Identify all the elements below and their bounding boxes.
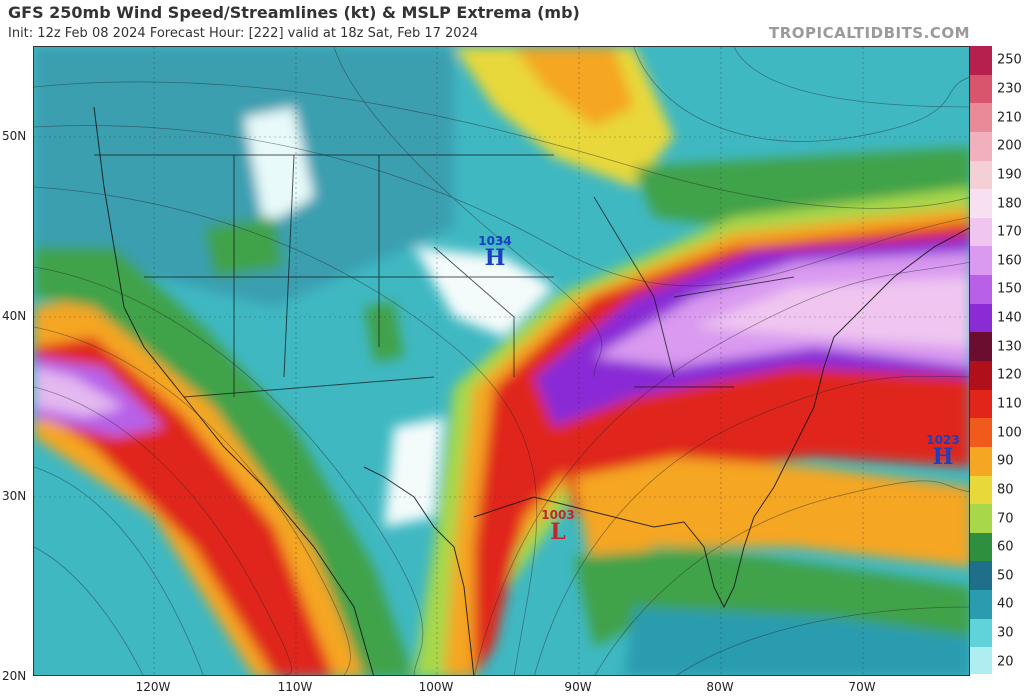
high-pressure-marker: 1023 H [926,434,959,468]
colorbar-swatch [970,647,992,677]
low-symbol: L [550,519,566,545]
colorbar-label: 180 [997,196,1022,211]
lat-label: 30N [2,489,27,503]
colorbar-label: 100 [997,425,1022,441]
colorbar-label: 250 [997,52,1022,68]
colorbar-swatch [970,475,992,505]
colorbar-swatch [970,332,992,362]
lat-label: 50N [2,129,27,143]
wind-map-canvas [34,47,969,675]
colorbar-label: 50 [997,568,1014,584]
colorbar-swatch [970,618,992,648]
lon-label: 90W [564,680,592,694]
high-symbol: H [932,444,954,470]
colorbar-swatch [970,504,992,534]
low-pressure-marker: 1003 L [541,509,574,543]
colorbar-swatch [970,446,992,477]
colorbar-swatch [970,189,992,219]
colorbar-label: 20 [997,654,1014,670]
colorbar-label: 90 [997,453,1014,469]
colorbar-label: 190 [997,167,1022,183]
brand-watermark[interactable]: TROPICALTIDBITS.COM [769,24,970,42]
colorbar-swatch [970,532,992,562]
colorbar-swatch [970,361,992,391]
colorbar-label: 130 [997,339,1022,355]
map-title: GFS 250mb Wind Speed/Streamlines (kt) & … [8,3,580,22]
wind-speed-colorbar: 250 230 210 200 190 180 170 160 150 140 130 120 110 1… [970,46,1024,677]
colorbar-label: 230 [997,81,1022,97]
colorbar-swatch [970,103,992,133]
graticule [34,47,969,675]
colorbar-label: 70 [997,511,1014,526]
high-pressure-marker: 1034 H [478,235,511,269]
colorbar-label: 140 [997,310,1022,326]
lat-label: 40N [2,309,27,323]
colorbar-label: 200 [997,138,1022,154]
colorbar-swatch [970,246,992,276]
colorbar-label: 60 [997,539,1014,555]
colorbar-swatch [970,131,992,162]
colorbar-label: 150 [997,281,1022,297]
colorbar-swatch [970,160,992,190]
colorbar-label: 170 [997,224,1022,240]
colorbar-label: 30 [997,625,1014,641]
colorbar-swatch [970,74,992,104]
map-subtitle: Init: 12z Feb 08 2024 Forecast Hour: [22… [8,26,479,41]
colorbar-label: 210 [997,110,1022,126]
colorbar-swatch [970,275,992,305]
lon-label: 120W [135,680,171,694]
colorbar-label: 40 [997,596,1014,612]
pressure-value: 1023 [926,433,960,447]
colorbar-swatch [970,418,992,448]
colorbar-swatch [970,561,992,591]
high-symbol: H [484,245,506,271]
lon-label: 110W [277,680,313,694]
streamlines [34,47,969,675]
header: GFS 250mb Wind Speed/Streamlines (kt) & … [0,0,1024,46]
pressure-value: 1003 [541,508,575,522]
wind-map: 1034 H 1023 H 1003 L [33,46,970,676]
wind-speed-shading [34,47,969,675]
colorbar-swatch [970,217,992,247]
colorbar-label: 110 [997,396,1022,412]
lon-label: 80W [706,680,734,694]
pressure-value: 1034 [478,234,512,248]
colorbar-label: 80 [997,482,1014,498]
colorbar-swatch [970,389,992,419]
political-borders [94,154,795,398]
colorbar-swatch [970,674,992,676]
colorbar-swatch [970,303,992,333]
lon-label: 100W [418,680,454,694]
lon-label: 70W [848,680,876,694]
colorbar-swatch [970,46,992,76]
colorbar-label: 120 [997,367,1022,383]
colorbar-label: 160 [997,253,1022,269]
lat-label: 20N [2,669,27,683]
colorbar-swatch [970,590,992,620]
